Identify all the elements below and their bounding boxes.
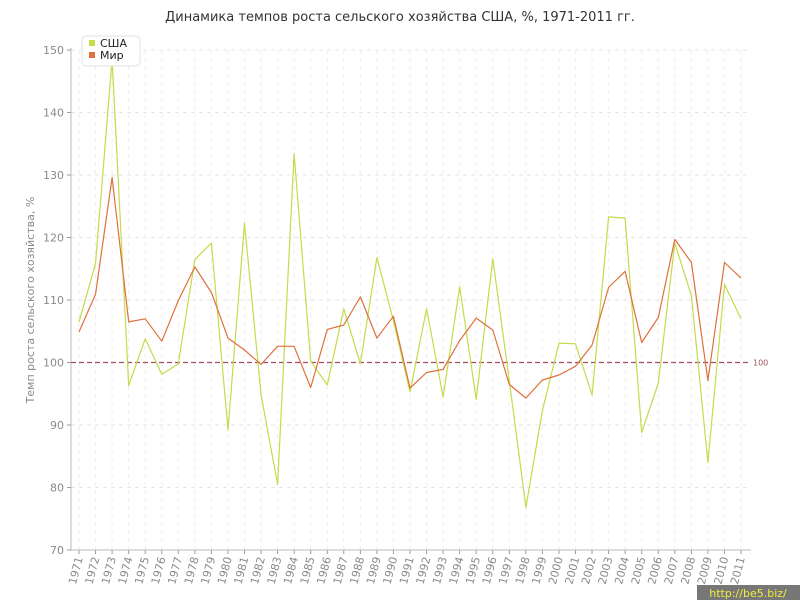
series-line-1	[78, 176, 742, 399]
legend-box	[81, 35, 141, 67]
chart-title: Динамика темпов роста сельского хозяйств…	[165, 10, 635, 25]
y-axis-label: Темп роста сельского хозяйства, %	[24, 197, 37, 405]
y-tick-label: 120	[43, 232, 64, 245]
axes	[70, 48, 751, 551]
watermark: http://be5.biz/	[697, 585, 800, 600]
y-tick-label: 100	[43, 357, 64, 370]
series-line-0	[78, 58, 742, 509]
watermark-text: http://be5.biz/	[709, 587, 787, 600]
y-tick-label: 150	[43, 44, 64, 57]
y-axis-ticks: 70 80 90 100 110 120 130 140 150	[43, 44, 71, 557]
reference-line-label: 100	[753, 359, 768, 368]
y-tick-label: 140	[43, 107, 64, 120]
x-axis-ticks: 1971197219731974197519761977197819791980…	[66, 550, 748, 586]
reference-line-group: 100	[71, 359, 768, 368]
y-tick-label: 90	[50, 419, 64, 432]
legend-swatch	[89, 40, 95, 46]
x-tick-label: 2011	[728, 555, 748, 585]
legend-label: США	[100, 37, 127, 50]
y-tick-label: 130	[43, 169, 64, 182]
y-tick-label: 80	[50, 482, 64, 495]
legend-label: Мир	[100, 49, 124, 62]
y-tick-label: 70	[50, 544, 64, 557]
y-tick-label: 110	[43, 294, 64, 307]
watermark-box	[697, 585, 800, 600]
series-group	[78, 58, 742, 509]
legend-swatch	[89, 52, 95, 58]
